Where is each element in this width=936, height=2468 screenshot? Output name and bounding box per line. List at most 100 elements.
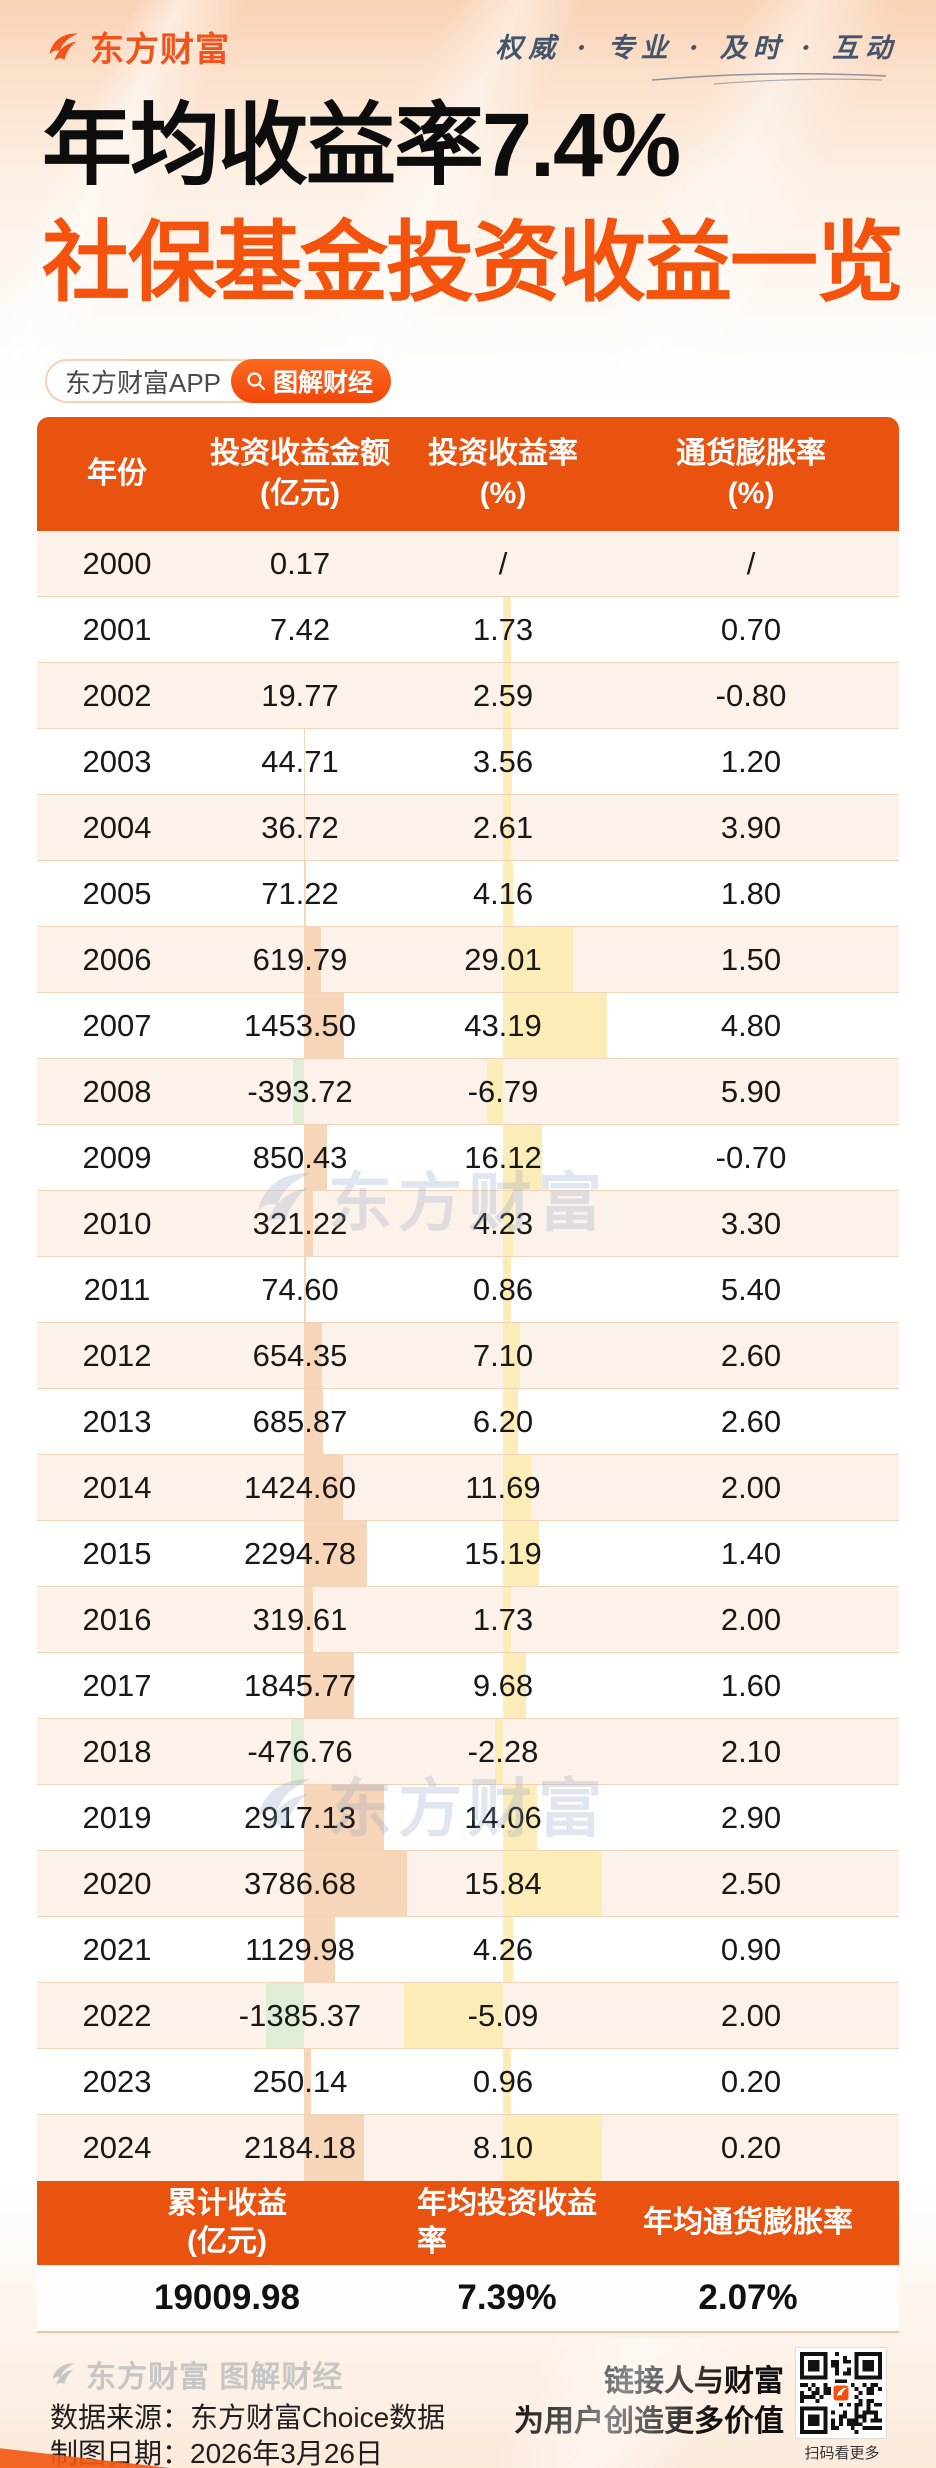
table-row: 2024 2184.18 8.10 0.20 — [37, 2115, 899, 2181]
table-row: 2019 2917.13 14.06 2.90 — [37, 1785, 899, 1851]
year-cell: 2011 — [83, 1271, 151, 1307]
amount-cell: 2184.18 — [243, 2130, 357, 2165]
app-badge[interactable]: 东方财富APP 图解财经 — [45, 359, 392, 403]
amount-cell: 44.71 — [261, 743, 339, 779]
amount-cell: 2294.78 — [243, 1535, 357, 1571]
amount-cell: -393.72 — [247, 1073, 353, 1109]
table-row: 2002 19.77 2.59 -0.80 — [37, 663, 899, 729]
table-row: 2012 654.35 7.10 2.60 — [37, 1323, 899, 1389]
rate-cell: 29.01 — [464, 941, 542, 977]
footer-divider — [37, 2331, 899, 2333]
year-cell: 2010 — [82, 1205, 152, 1241]
inflation-cell: 1.80 — [720, 875, 782, 911]
year-cell: 2020 — [82, 1865, 152, 1901]
rate-cell: 4.26 — [472, 1931, 534, 1967]
rate-bar — [503, 795, 511, 860]
amount-bar — [304, 1455, 343, 1520]
rate-bar — [503, 1257, 511, 1322]
rate-cell: 15.19 — [464, 1535, 542, 1571]
year-cell: 2009 — [82, 1139, 152, 1175]
amount-bar — [304, 1191, 313, 1256]
qr-caption: 扫码看更多 — [804, 2445, 880, 2462]
summary-avg-inflation-value: 2.07% — [698, 2278, 798, 2317]
year-cell: 2007 — [82, 1007, 152, 1043]
year-cell: 2008 — [82, 1073, 152, 1109]
search-icon — [247, 372, 266, 391]
data-source: 数据来源：东方财富Choice数据 — [50, 2402, 446, 2433]
table-row: 2018 -476.76 -2.28 2.10 — [37, 1719, 899, 1785]
rate-cell: 1.73 — [472, 611, 534, 647]
amount-cell: 0.17 — [269, 545, 331, 581]
rate-bar — [503, 861, 513, 926]
rate-cell: -5.09 — [467, 1997, 539, 2033]
amount-bar — [304, 1389, 323, 1454]
tagline-wrap: 权威 · 专业 · 及时 · 互动 — [495, 26, 898, 85]
rate-cell: 0.96 — [472, 2063, 534, 2099]
inflation-cell: 3.30 — [720, 1205, 782, 1241]
rate-bar — [503, 1587, 511, 1652]
rate-bar — [503, 1917, 514, 1982]
qr-code — [795, 2347, 887, 2439]
tujie-caijing-button[interactable]: 图解财经 — [231, 359, 392, 403]
col-header-year: 年份 — [87, 457, 147, 490]
amount-bar — [290, 1719, 304, 1784]
rate-bar — [503, 1521, 540, 1586]
table-row: 2022 -1385.37 -5.09 2.00 — [37, 1983, 899, 2049]
eastmoney-logo-icon — [44, 28, 82, 66]
qr-block: 扫码看更多 — [795, 2347, 889, 2463]
year-cell: 2017 — [82, 1667, 152, 1703]
amount-cell: 1453.50 — [243, 1007, 357, 1043]
rate-cell: 2.59 — [472, 677, 534, 713]
col-header-amount: 投资收益金额 (亿元) — [210, 437, 390, 510]
brand-bar: 东方财富 权威 · 专业 · 及时 · 互动 — [0, 0, 936, 86]
year-cell: 2015 — [82, 1535, 152, 1571]
rate-bar — [503, 1323, 521, 1388]
amount-bar — [304, 1587, 313, 1652]
table-row: 2003 44.71 3.56 1.20 — [37, 729, 899, 795]
table-row: 2013 685.87 6.20 2.60 — [37, 1389, 899, 1455]
col-header-rate: 投资收益率 (%) — [428, 437, 578, 510]
app-badge-label: 东方财富APP — [65, 367, 222, 398]
summary-col-total: 累计收益 (亿元) — [167, 2187, 287, 2258]
amount-cell: 19.77 — [261, 677, 339, 713]
amount-cell: 685.87 — [252, 1403, 348, 1439]
inflation-cell: 2.50 — [720, 1865, 782, 1901]
col-header-inflation: 通货膨胀率 (%) — [676, 437, 826, 510]
rate-bar — [503, 927, 573, 992]
rate-cell: 11.69 — [465, 1469, 541, 1505]
brand: 东方财富 — [44, 22, 230, 71]
summary-col-avg-return: 年均投资收益率 — [417, 2187, 597, 2258]
table-row: 2009 850.43 16.12 -0.70 — [37, 1125, 899, 1191]
amount-cell: 36.72 — [261, 809, 339, 845]
year-cell: 2005 — [82, 875, 152, 911]
amount-cell: 71.22 — [261, 875, 339, 911]
summary-header: 累计收益 (亿元) 年均投资收益率 年均通货膨胀率 — [37, 2181, 899, 2265]
amount-cell: 1424.60 — [243, 1469, 357, 1505]
rate-cell: -6.79 — [467, 1073, 539, 1109]
amount-bar — [304, 1851, 408, 1916]
inflation-cell: 1.50 — [720, 941, 782, 977]
inflation-cell: 5.40 — [720, 1271, 782, 1307]
rate-cell: 6.20 — [472, 1403, 534, 1439]
amount-cell: 74.60 — [261, 1271, 339, 1307]
table-row: 2014 1424.60 11.69 2.00 — [37, 1455, 899, 1521]
table-row: 2007 1453.50 43.19 4.80 — [37, 993, 899, 1059]
table-row: 2015 2294.78 15.19 1.40 — [37, 1521, 899, 1587]
amount-bar — [304, 927, 321, 992]
amount-cell: 654.35 — [252, 1337, 348, 1373]
amount-bar — [304, 1785, 384, 1850]
table-row: 2017 1845.77 9.68 1.60 — [37, 1653, 899, 1719]
tagline-swoosh-icon — [651, 72, 887, 85]
year-cell: 2012 — [82, 1337, 152, 1373]
amount-cell: 7.42 — [269, 611, 331, 647]
inflation-cell: 5.90 — [720, 1073, 782, 1109]
inflation-cell: 2.90 — [720, 1799, 782, 1835]
summary-col-avg-inflation: 年均通货膨胀率 — [643, 2206, 853, 2239]
brand-tagline: 权威 · 专业 · 及时 · 互动 — [495, 33, 898, 64]
rate-cell: 4.16 — [472, 875, 534, 911]
rate-cell: 0.86 — [472, 1271, 534, 1307]
amount-bar — [304, 1521, 367, 1586]
table-row: 2023 250.14 0.96 0.20 — [37, 2049, 899, 2115]
table-body: 2000 0.17 / / 2001 7.42 1.73 0.70 2002 1… — [37, 531, 899, 2181]
rate-bar — [404, 1983, 503, 2048]
